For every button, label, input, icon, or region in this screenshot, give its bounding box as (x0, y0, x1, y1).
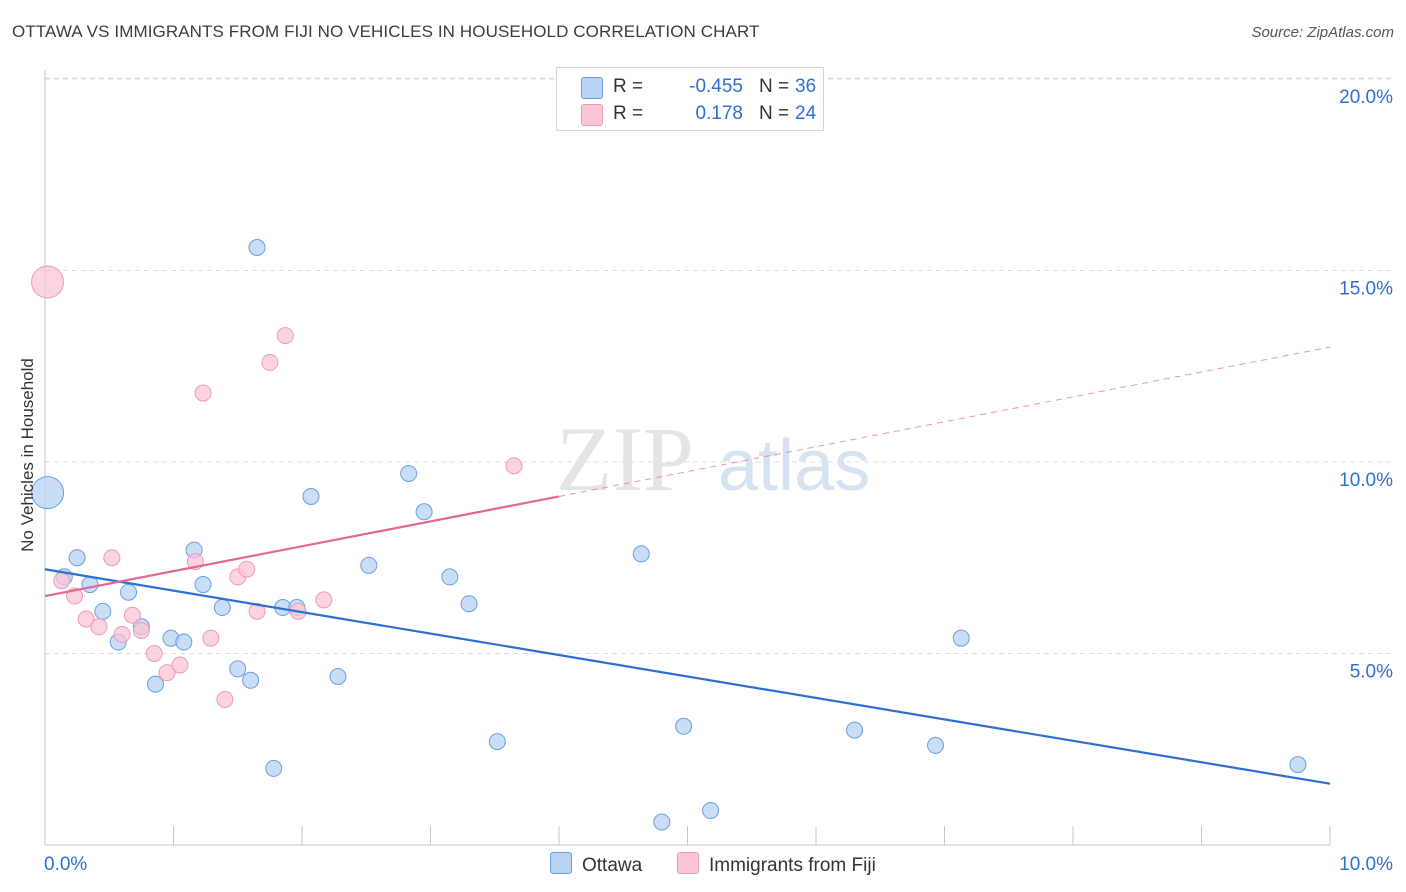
fiji-point (132, 622, 150, 640)
ottawa-point (213, 599, 231, 617)
r-value: -0.455 (689, 76, 743, 97)
ottawa-point (488, 733, 506, 751)
ottawa-trend-line (44, 568, 1331, 785)
ottawa-point (360, 556, 378, 574)
ottawa-point (675, 717, 693, 735)
fiji-point (158, 664, 176, 682)
x-tick-label: 0.0% (44, 854, 87, 875)
r-label: R = (613, 103, 644, 124)
r-value: 0.178 (695, 103, 743, 124)
ottawa-point (952, 629, 970, 647)
ottawa-point (653, 813, 671, 831)
ottawa-point (248, 239, 266, 257)
n-label: N = (759, 76, 790, 97)
fiji-point (171, 656, 189, 674)
ottawa-point (229, 660, 247, 678)
ottawa-point (265, 759, 283, 777)
fiji-trend-line-extension (558, 346, 1331, 497)
fiji-point (261, 353, 279, 371)
ottawa-point (460, 595, 478, 613)
correlation-legend: R = -0.455 N = 36 R = 0.178 N = 24 (556, 67, 824, 131)
ottawa-point (702, 802, 720, 820)
fiji-point (77, 610, 95, 628)
n-value: 36 (795, 76, 817, 97)
r-label: R = (613, 76, 644, 97)
legend-label-fiji: Immigrants from Fiji (709, 855, 876, 876)
legend-label-ottawa: Ottawa (582, 855, 643, 876)
ottawa-point (400, 464, 418, 482)
fiji-point (194, 384, 212, 402)
data-points (31, 239, 1307, 831)
ottawa-point (147, 675, 165, 693)
fiji-point (315, 591, 333, 609)
fiji-point (276, 327, 294, 345)
ottawa-point (441, 568, 459, 586)
legend-item-fiji: Immigrants from Fiji (677, 852, 876, 877)
ottawa-point (329, 667, 347, 685)
fiji-point (202, 629, 220, 647)
x-tick-labels: 0.0% 10.0% (44, 854, 1393, 875)
source-credit: Source: ZipAtlas.com (1251, 24, 1394, 41)
fiji-point (216, 690, 234, 708)
ottawa-point (31, 476, 65, 510)
ottawa-point (927, 736, 945, 754)
ottawa-point (1289, 756, 1307, 774)
ottawa-point (68, 549, 86, 567)
fiji-point (103, 549, 121, 567)
ottawa-point (175, 633, 193, 651)
fiji-point (31, 265, 65, 299)
fiji-point (123, 606, 141, 624)
fiji-swatch (677, 852, 699, 874)
trend-lines (44, 346, 1331, 785)
fiji-point (248, 602, 266, 620)
ottawa-point (632, 545, 650, 563)
fiji-point (113, 625, 131, 643)
legend-item-ottawa: Ottawa (550, 852, 642, 877)
y-tick-label: 10.0% (1339, 470, 1393, 491)
watermark-zip: ZIP (556, 408, 694, 510)
y-axis-label: No Vehicles in Household (18, 358, 37, 552)
x-tick-label: 10.0% (1339, 854, 1393, 875)
chart-title: OTTAWA VS IMMIGRANTS FROM FIJI NO VEHICL… (12, 22, 760, 41)
ottawa-swatch (550, 852, 572, 874)
fiji-point (238, 560, 256, 578)
ottawa-point (846, 721, 864, 739)
ottawa-point (120, 583, 138, 601)
axes (44, 70, 1331, 846)
ottawa-point (194, 576, 212, 594)
fiji-point (145, 645, 163, 662)
fiji-trend-line (44, 495, 560, 598)
y-tick-label: 20.0% (1339, 87, 1393, 108)
ottawa-point (302, 487, 320, 505)
n-label: N = (759, 103, 790, 124)
ottawa-swatch (581, 77, 603, 99)
y-tick-label: 15.0% (1339, 279, 1393, 300)
n-value: 24 (795, 103, 817, 124)
fiji-point (505, 457, 523, 475)
fiji-swatch (581, 104, 603, 126)
fiji-point (90, 618, 108, 636)
y-tick-labels: 5.0% 10.0% 15.0% 20.0% (1339, 87, 1393, 683)
ottawa-point (94, 602, 112, 620)
y-tick-label: 5.0% (1350, 662, 1393, 683)
ottawa-point (242, 671, 260, 689)
ottawa-point (81, 576, 99, 594)
watermark-atlas: atlas (718, 426, 870, 506)
ottawa-point (415, 503, 433, 521)
watermark: ZIP atlas (556, 408, 870, 510)
fiji-point (53, 572, 71, 590)
